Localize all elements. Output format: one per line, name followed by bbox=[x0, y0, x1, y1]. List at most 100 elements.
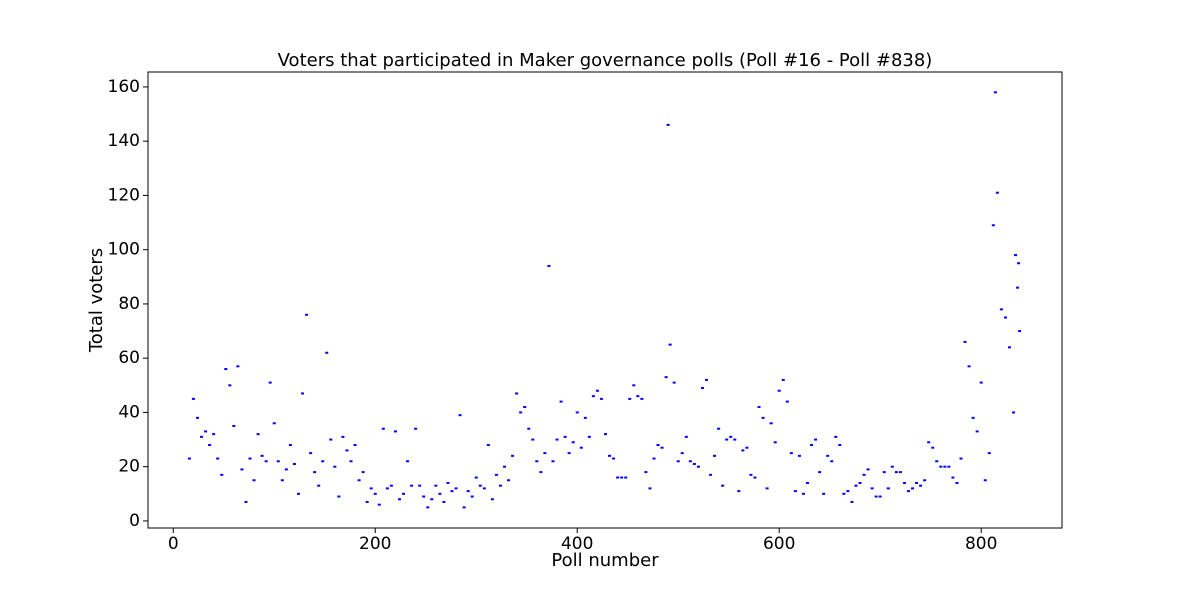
point bbox=[393, 430, 397, 433]
point bbox=[688, 460, 692, 463]
point bbox=[478, 484, 482, 487]
point bbox=[373, 492, 377, 495]
point bbox=[385, 487, 389, 490]
point bbox=[773, 441, 777, 444]
point bbox=[765, 487, 769, 490]
point bbox=[535, 460, 539, 463]
point bbox=[256, 433, 260, 436]
point bbox=[325, 351, 329, 354]
point bbox=[822, 492, 826, 495]
point bbox=[709, 473, 713, 476]
point bbox=[842, 492, 846, 495]
point bbox=[987, 452, 991, 455]
y-tick-label: 120 bbox=[108, 185, 140, 205]
y-tick-label: 140 bbox=[108, 131, 140, 151]
y-tick-label: 80 bbox=[118, 294, 140, 314]
point bbox=[523, 406, 527, 409]
y-tick-label: 0 bbox=[129, 511, 140, 531]
point bbox=[402, 492, 406, 495]
point bbox=[785, 400, 789, 403]
point bbox=[935, 460, 939, 463]
point bbox=[684, 435, 688, 438]
point bbox=[672, 381, 676, 384]
point bbox=[507, 479, 511, 482]
point bbox=[745, 446, 749, 449]
y-tick-label: 100 bbox=[108, 240, 140, 260]
x-tick-label: 800 bbox=[965, 534, 997, 554]
point bbox=[632, 384, 636, 387]
point bbox=[616, 476, 620, 479]
point bbox=[993, 91, 997, 94]
point bbox=[369, 487, 373, 490]
point bbox=[604, 433, 608, 436]
point bbox=[555, 438, 559, 441]
point bbox=[543, 452, 547, 455]
point bbox=[288, 443, 292, 446]
point bbox=[628, 397, 632, 400]
point bbox=[317, 484, 321, 487]
point bbox=[357, 479, 361, 482]
point bbox=[381, 427, 385, 430]
point bbox=[248, 457, 252, 460]
point bbox=[200, 435, 204, 438]
point bbox=[826, 454, 830, 457]
point bbox=[919, 484, 923, 487]
point bbox=[430, 498, 434, 501]
point bbox=[474, 476, 478, 479]
point bbox=[793, 490, 797, 493]
point bbox=[434, 484, 438, 487]
point bbox=[559, 400, 563, 403]
point bbox=[284, 468, 288, 471]
point bbox=[349, 460, 353, 463]
point bbox=[470, 495, 474, 498]
point bbox=[725, 438, 729, 441]
point bbox=[975, 430, 979, 433]
point bbox=[870, 487, 874, 490]
point bbox=[296, 492, 300, 495]
point bbox=[353, 443, 357, 446]
point bbox=[721, 484, 725, 487]
point bbox=[591, 395, 595, 398]
point bbox=[579, 446, 583, 449]
point bbox=[216, 457, 220, 460]
point bbox=[503, 465, 507, 468]
point bbox=[830, 460, 834, 463]
point bbox=[676, 460, 680, 463]
point bbox=[931, 446, 935, 449]
point bbox=[741, 449, 745, 452]
point bbox=[814, 438, 818, 441]
point bbox=[911, 487, 915, 490]
point bbox=[995, 191, 999, 194]
point bbox=[971, 416, 975, 419]
point bbox=[228, 384, 232, 387]
point bbox=[991, 224, 995, 227]
point bbox=[333, 465, 337, 468]
point bbox=[567, 452, 571, 455]
point bbox=[737, 490, 741, 493]
point bbox=[878, 495, 882, 498]
point bbox=[838, 443, 842, 446]
point bbox=[951, 476, 955, 479]
point bbox=[797, 454, 801, 457]
point bbox=[777, 389, 781, 392]
point bbox=[187, 457, 191, 460]
point bbox=[789, 452, 793, 455]
point bbox=[454, 487, 458, 490]
y-tick-label: 60 bbox=[118, 348, 140, 368]
point bbox=[1014, 254, 1018, 257]
point bbox=[587, 435, 591, 438]
point bbox=[389, 484, 393, 487]
point bbox=[850, 500, 854, 503]
point bbox=[337, 495, 341, 498]
point bbox=[406, 460, 410, 463]
point bbox=[301, 392, 305, 395]
point bbox=[644, 471, 648, 474]
point bbox=[915, 481, 919, 484]
x-axis-label: Poll number bbox=[551, 550, 659, 571]
point bbox=[547, 264, 551, 267]
point bbox=[696, 465, 700, 468]
point bbox=[906, 490, 910, 493]
y-axis-label: Total voters bbox=[86, 248, 107, 353]
point bbox=[858, 481, 862, 484]
point bbox=[959, 457, 963, 460]
